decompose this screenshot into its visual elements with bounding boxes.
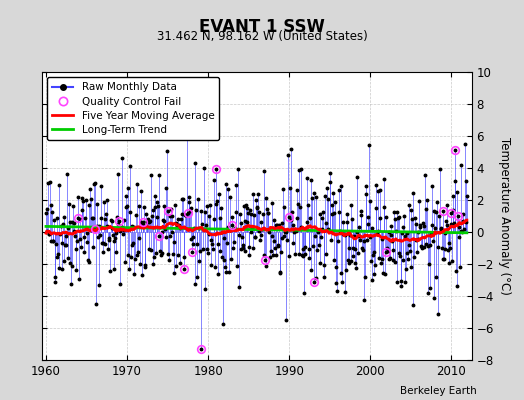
Text: EVANT 1 SSW: EVANT 1 SSW bbox=[199, 18, 325, 36]
Legend: Raw Monthly Data, Quality Control Fail, Five Year Moving Average, Long-Term Tren: Raw Monthly Data, Quality Control Fail, … bbox=[47, 77, 220, 140]
Text: Berkeley Earth: Berkeley Earth bbox=[400, 386, 477, 396]
Text: 31.462 N, 98.162 W (United States): 31.462 N, 98.162 W (United States) bbox=[157, 30, 367, 43]
Y-axis label: Temperature Anomaly (°C): Temperature Anomaly (°C) bbox=[497, 137, 510, 295]
